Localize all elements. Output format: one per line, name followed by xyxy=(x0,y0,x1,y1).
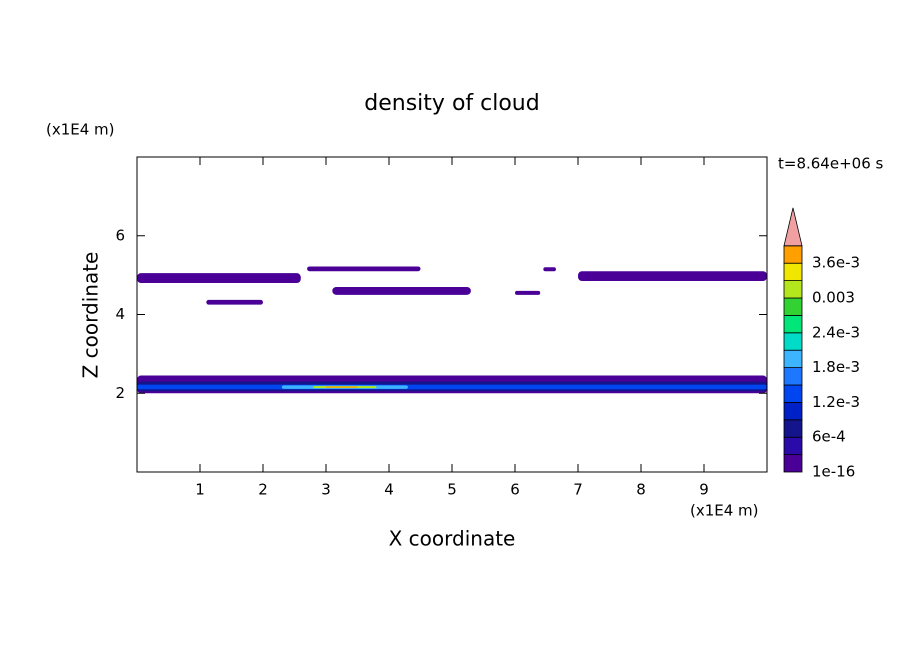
contour-region xyxy=(206,299,263,305)
contour-region xyxy=(307,266,421,272)
x-tick-label: 8 xyxy=(636,481,646,499)
x-tick-label: 1 xyxy=(195,481,205,499)
colorbar-band xyxy=(783,245,803,264)
x-tick-label: 7 xyxy=(573,481,583,499)
x-tick-label: 9 xyxy=(699,481,709,499)
contour-region xyxy=(137,384,767,390)
x-unit: (x1E4 m) xyxy=(690,502,759,520)
colorbar-band xyxy=(783,401,803,421)
colorbar-band xyxy=(783,367,803,386)
x-tick-label: 3 xyxy=(321,481,331,499)
y-axis-label: Z coordinate xyxy=(79,252,103,379)
colorbar-label: 2.4e-3 xyxy=(812,323,860,341)
colorbar-band xyxy=(783,436,803,456)
colorbar-extend xyxy=(783,207,803,247)
contour-region xyxy=(332,286,471,295)
colorbar-label: 1e-16 xyxy=(812,463,855,481)
y-tick-label: 4 xyxy=(115,305,125,323)
contour-region xyxy=(578,271,767,282)
y-tick-label: 6 xyxy=(115,226,125,244)
colorbar-band xyxy=(783,297,803,316)
contour-region xyxy=(326,386,358,388)
contour-region xyxy=(543,267,556,272)
colorbar-label: 3.6e-3 xyxy=(812,254,860,272)
colorbar-band xyxy=(783,384,803,403)
contour-region xyxy=(137,273,301,283)
colorbar-band xyxy=(783,280,803,299)
colorbar-label: 1.8e-3 xyxy=(812,358,860,376)
chart-title: density of cloud xyxy=(364,91,539,116)
x-tick-label: 6 xyxy=(510,481,520,499)
colorbar-label: 0.003 xyxy=(812,289,855,307)
x-axis-label: X coordinate xyxy=(389,527,516,551)
y-tick-label: 2 xyxy=(115,384,125,402)
colorbar-band xyxy=(783,314,803,334)
x-tick-label: 2 xyxy=(258,481,268,499)
x-tick-label: 4 xyxy=(384,481,394,499)
colorbar-band xyxy=(783,349,803,369)
colorbar-band xyxy=(783,332,803,351)
y-unit: (x1E4 m) xyxy=(46,121,115,139)
colorbar-band xyxy=(783,454,803,473)
colorbar-band xyxy=(783,262,803,282)
colorbar-label: 6e-4 xyxy=(812,428,846,446)
time-label: t=8.64e+06 s xyxy=(778,155,884,173)
x-tick-label: 5 xyxy=(447,481,457,499)
contour-region xyxy=(515,290,541,295)
colorbar-label: 1.2e-3 xyxy=(812,393,860,411)
colorbar-band xyxy=(783,419,803,438)
